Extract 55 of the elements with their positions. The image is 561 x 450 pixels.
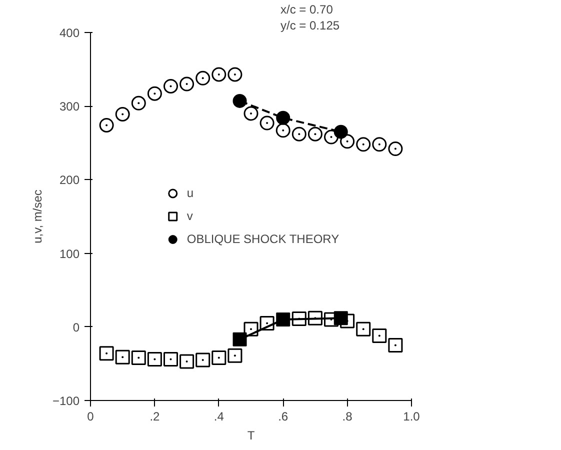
point — [334, 124, 348, 139]
point — [212, 67, 226, 82]
point — [196, 70, 210, 86]
point — [131, 350, 146, 366]
point — [147, 352, 162, 367]
y-tick-label: 0 — [72, 320, 80, 334]
y-tick-label: 400 — [59, 26, 80, 40]
x-tick-label: .4 — [214, 410, 224, 424]
point — [99, 346, 114, 361]
legend-label: OBLIQUE SHOCK THEORY — [186, 232, 340, 246]
point — [244, 106, 258, 121]
point — [292, 126, 306, 142]
point — [232, 332, 247, 346]
x-tick-label: .6 — [278, 410, 288, 424]
point — [164, 78, 178, 94]
x-tick-label: 0 — [87, 410, 94, 424]
point — [334, 311, 348, 326]
point — [372, 328, 387, 343]
text: x/c = 0.70 — [280, 2, 334, 16]
point — [212, 350, 226, 366]
point — [276, 110, 290, 125]
y-axis-title: u,v, m/sec — [30, 190, 44, 244]
y-tick-label: 200 — [59, 173, 80, 188]
point — [260, 116, 274, 130]
point — [356, 137, 371, 152]
point — [276, 312, 290, 327]
point — [131, 96, 146, 110]
point — [180, 354, 194, 369]
x-axis-title: T — [247, 428, 256, 442]
y-tick-label: 300 — [59, 100, 80, 114]
y-tick-label: 100 — [59, 246, 80, 261]
point — [340, 134, 355, 149]
point — [228, 67, 242, 82]
x-tick-label: .2 — [150, 410, 160, 424]
point — [99, 118, 114, 132]
point — [276, 123, 290, 138]
point — [180, 76, 194, 92]
point — [356, 322, 371, 336]
x-tick-label: .8 — [342, 410, 353, 424]
point — [196, 352, 210, 368]
point — [388, 142, 403, 156]
point — [232, 94, 247, 108]
point — [115, 350, 130, 364]
point — [164, 352, 178, 367]
point — [372, 137, 387, 152]
legend-label: v — [186, 209, 194, 223]
point — [228, 348, 242, 363]
point — [115, 106, 130, 122]
point — [147, 86, 162, 101]
legend-label: u — [186, 186, 195, 200]
point — [308, 126, 322, 142]
y-tick-label: −100 — [52, 394, 80, 408]
x-tick-label: 1.0 — [403, 410, 420, 424]
point — [388, 338, 403, 353]
text: y/c = 0.125 — [280, 18, 340, 32]
